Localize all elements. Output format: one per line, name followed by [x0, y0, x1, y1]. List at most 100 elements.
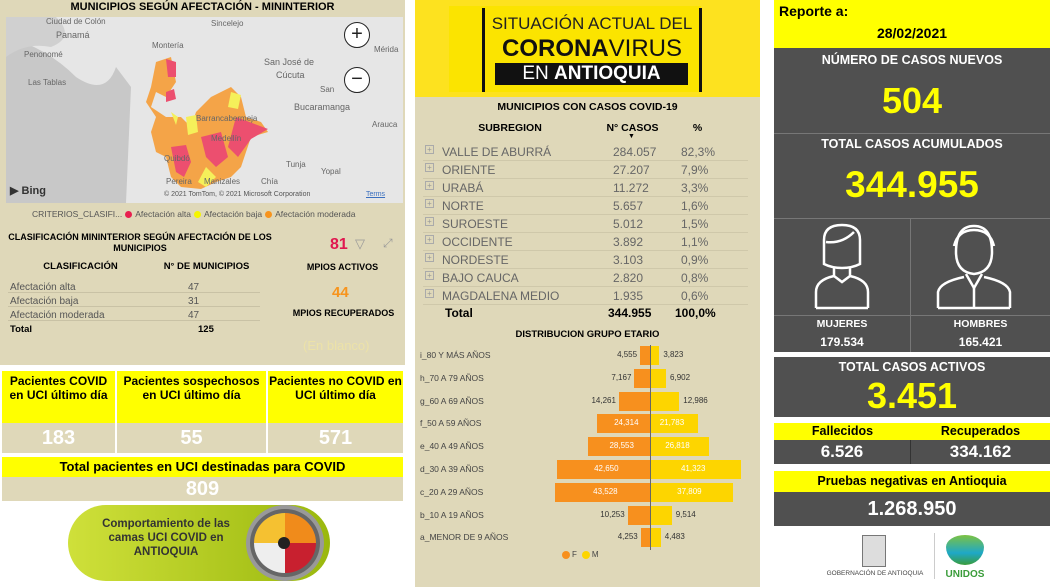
women-label: MUJERES — [816, 318, 868, 330]
bar-value-label: 7,167 — [611, 372, 632, 382]
bar-value-label: 14,261 — [591, 395, 616, 405]
table-row[interactable]: + BAJO CAUCA 2.820 0,8% — [423, 269, 748, 287]
subregion-percent: 82,3% — [681, 145, 716, 159]
bar-f[interactable] — [555, 482, 650, 502]
expand-row-icon[interactable]: + — [425, 271, 434, 280]
expand-row-icon[interactable]: + — [425, 163, 434, 172]
table-row[interactable]: + SUROESTE 5.012 1,5% — [423, 215, 748, 233]
unidos-logo: UNIDOS — [940, 533, 990, 583]
table-row[interactable]: + VALLE DE ABURRÁ 284.057 82,3% — [423, 143, 748, 161]
map[interactable]: Ciudad de Colón Panamá Penonomé Las Tabl… — [6, 17, 403, 203]
bar-value-label: 42,650 — [594, 464, 619, 473]
expand-row-icon[interactable]: + — [425, 235, 434, 244]
men-label: HOMBRES — [953, 318, 1008, 330]
uci-non-covid-label: Pacientes no COVID en UCI último día — [268, 371, 403, 423]
legend-title: CRITERIOS_CLASIFI... — [32, 209, 123, 219]
bar-f[interactable] — [618, 391, 650, 411]
bar-m[interactable] — [651, 346, 660, 365]
age-group-label: f_50 A 59 AÑOS — [420, 418, 482, 429]
legend-dot-moderada — [265, 210, 273, 218]
chart-legend: F M — [562, 550, 599, 559]
sort-desc-icon[interactable]: ▼ — [628, 133, 635, 140]
subregion-percent: 0,8% — [681, 271, 709, 285]
recovered-municipalities-label: MPIOS RECUPERADOS — [292, 308, 395, 318]
legend-item[interactable]: Afectación alta — [135, 209, 191, 219]
legend-m[interactable]: M — [591, 550, 599, 559]
map-label: Cúcuta — [276, 70, 305, 80]
bar-m[interactable] — [651, 505, 672, 525]
table-row[interactable]: + URABÁ 11.272 3,3% — [423, 179, 748, 197]
table-row[interactable]: + NORTE 5.657 1,6% — [423, 197, 748, 215]
chart-title: DISTRIBUCION GRUPO ETARIO — [515, 329, 660, 340]
expand-row-icon[interactable]: + — [425, 199, 434, 208]
zoom-out-button[interactable]: − — [344, 67, 370, 93]
expand-row-icon[interactable]: + — [425, 145, 434, 154]
bar-f[interactable] — [634, 368, 650, 388]
age-group-label: d_30 A 39 AÑOS — [420, 464, 484, 474]
classification-table-title: CLASIFICACIÓN MININTERIOR SEGÚN AFECTACI… — [8, 232, 272, 253]
column-header[interactable]: CLASIFICACIÓN — [43, 261, 118, 272]
map-label: Sincelejo — [211, 19, 244, 28]
bar-m[interactable] — [651, 437, 710, 457]
legend-f[interactable]: F — [572, 550, 577, 559]
new-cases-value: 504 — [881, 80, 943, 121]
recovered-value: 334.162 — [911, 440, 1050, 464]
map-label: Medellín — [211, 134, 242, 143]
expand-row-icon[interactable]: + — [425, 253, 434, 262]
table-row[interactable]: + MAGDALENA MEDIO 1.935 0,6% — [423, 287, 748, 305]
table-row[interactable]: + ORIENTE 27.207 7,9% — [423, 161, 748, 179]
total-cases-value: 344.955 — [845, 164, 979, 205]
bar-m[interactable] — [651, 368, 667, 388]
map-label: Panamá — [56, 30, 90, 40]
subregion-name: BAJO CAUCA — [442, 271, 519, 285]
table-total-row: Total 125 — [10, 324, 214, 335]
column-header-cases[interactable]: N° CASOS — [606, 122, 659, 134]
bar-m[interactable] — [651, 460, 741, 479]
legend-item[interactable]: Afectación baja — [203, 209, 263, 219]
subregion-total-label: Total — [445, 306, 473, 320]
active-municipalities-value: 81 — [330, 236, 348, 253]
uci-beds-behavior-button[interactable]: Comportamiento de las camas UCI COVID en… — [68, 505, 330, 581]
age-group-label: b_10 A 19 AÑOS — [420, 509, 484, 520]
bar-value-label: 3,823 — [663, 350, 684, 359]
expand-row-icon[interactable]: + — [425, 217, 434, 226]
map-label: Barrancabermeja — [196, 114, 258, 123]
map-legend: CRITERIOS_CLASIFI... Afectación alta Afe… — [32, 209, 355, 219]
table-row[interactable]: + OCCIDENTE 3.892 1,1% — [423, 233, 748, 251]
zoom-in-button[interactable]: + — [344, 22, 370, 48]
bar-f[interactable] — [587, 437, 650, 457]
bar-m[interactable] — [651, 414, 699, 434]
map-label: Las Tablas — [28, 78, 67, 87]
filter-icon[interactable]: ▽ — [355, 236, 365, 251]
bar-value-label: 9,514 — [675, 509, 696, 519]
table-row: Afectación moderada 47 — [8, 310, 260, 321]
table-row[interactable]: + NORDESTE 3.103 0,9% — [423, 251, 748, 269]
expand-icon[interactable]: ⤢ — [383, 236, 393, 250]
bar-value-label: 24,314 — [614, 418, 639, 428]
map-terms-link[interactable]: Terms — [366, 191, 386, 198]
expand-row-icon[interactable]: + — [425, 289, 434, 298]
subregion-cases: 5.012 — [613, 217, 644, 231]
bar-m[interactable] — [651, 482, 734, 502]
unidos-logo-text: UNIDOS — [945, 569, 985, 580]
bar-f[interactable] — [640, 528, 650, 548]
bar-value-label: 37,809 — [677, 486, 702, 496]
bar-f[interactable] — [597, 414, 650, 434]
banner: SITUACIÓN ACTUAL DEL CORONAVIRUS EN ANTI… — [415, 0, 760, 97]
bar-m[interactable] — [651, 391, 680, 411]
column-header-subregion[interactable]: SUBREGION — [478, 122, 542, 134]
bar-f[interactable] — [640, 346, 650, 365]
legend-dot-alta — [125, 210, 133, 218]
legend-item[interactable]: Afectación moderada — [275, 209, 356, 219]
map-label: Mérida — [374, 45, 399, 54]
gobernacion-logo: GOBERNACIÓN DE ANTIOQUIA — [820, 533, 930, 583]
bar-f[interactable] — [627, 505, 650, 525]
bar-m[interactable] — [651, 528, 661, 548]
column-header[interactable]: N° DE MUNICIPIOS — [163, 261, 250, 272]
left-panel: MUNICIPIOS SEGÚN AFECTACIÓN - MININTERIO… — [0, 0, 405, 365]
subregion-name: NORTE — [442, 199, 484, 213]
bar-f[interactable] — [557, 460, 650, 479]
table-row: Afectación baja 31 — [8, 296, 260, 307]
column-header-percent[interactable]: % — [692, 122, 703, 134]
expand-row-icon[interactable]: + — [425, 181, 434, 190]
